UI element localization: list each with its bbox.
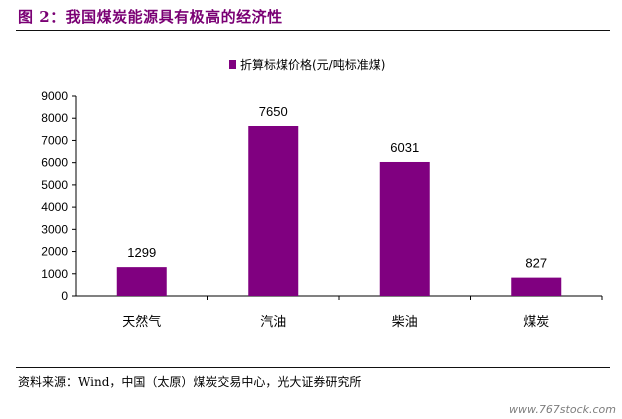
chart-axes: 0 1000 2000 3000 4000 5000 6000 7000 8000 9000 bbox=[41, 89, 603, 303]
chart-legend: 折算标煤价格(元/吨标准煤) bbox=[229, 57, 385, 72]
y-tick-label: 9000 bbox=[41, 89, 68, 103]
bar-data-label: 1299 bbox=[127, 245, 156, 260]
watermark: www.767stock.com bbox=[509, 403, 616, 416]
bar bbox=[116, 267, 167, 296]
chart-labels: 1299 天然气 7650 汽油 6031 柴油 827 煤炭 bbox=[122, 104, 549, 330]
y-tick-label: 5000 bbox=[41, 178, 68, 192]
title-divider bbox=[16, 30, 610, 31]
y-tick-label: 7000 bbox=[41, 133, 68, 147]
figure-title: 图 2：我国煤炭能源具有极高的经济性 bbox=[18, 8, 283, 26]
y-tick-label: 2000 bbox=[41, 245, 68, 259]
x-category-label: 煤炭 bbox=[523, 315, 549, 330]
source-note: 资料来源：Wind，中国（太原）煤炭交易中心，光大证券研究所 bbox=[18, 375, 362, 389]
bar-data-label: 7650 bbox=[259, 104, 288, 119]
x-category-label: 汽油 bbox=[260, 315, 286, 330]
legend-swatch bbox=[229, 60, 236, 69]
legend-label: 折算标煤价格(元/吨标准煤) bbox=[240, 57, 385, 72]
x-category-label: 天然气 bbox=[122, 314, 161, 330]
x-category-label: 柴油 bbox=[392, 315, 418, 330]
bar-data-label: 6031 bbox=[390, 140, 419, 155]
bar-chart: 折算标煤价格(元/吨标准煤) 0 1000 2000 3000 4000 5000 6000… bbox=[41, 57, 603, 330]
y-tick-label: 4000 bbox=[41, 200, 68, 214]
bar bbox=[511, 277, 562, 296]
y-tick-label: 8000 bbox=[41, 111, 68, 125]
bar-data-label: 827 bbox=[525, 256, 547, 271]
bar bbox=[248, 126, 299, 296]
y-tick-label: 0 bbox=[61, 289, 68, 303]
source-divider bbox=[16, 367, 610, 368]
bar bbox=[379, 161, 430, 296]
y-tick-label: 6000 bbox=[41, 156, 68, 170]
y-tick-label: 3000 bbox=[41, 222, 68, 236]
y-tick-label: 1000 bbox=[41, 267, 68, 281]
chart-bars bbox=[116, 126, 562, 296]
